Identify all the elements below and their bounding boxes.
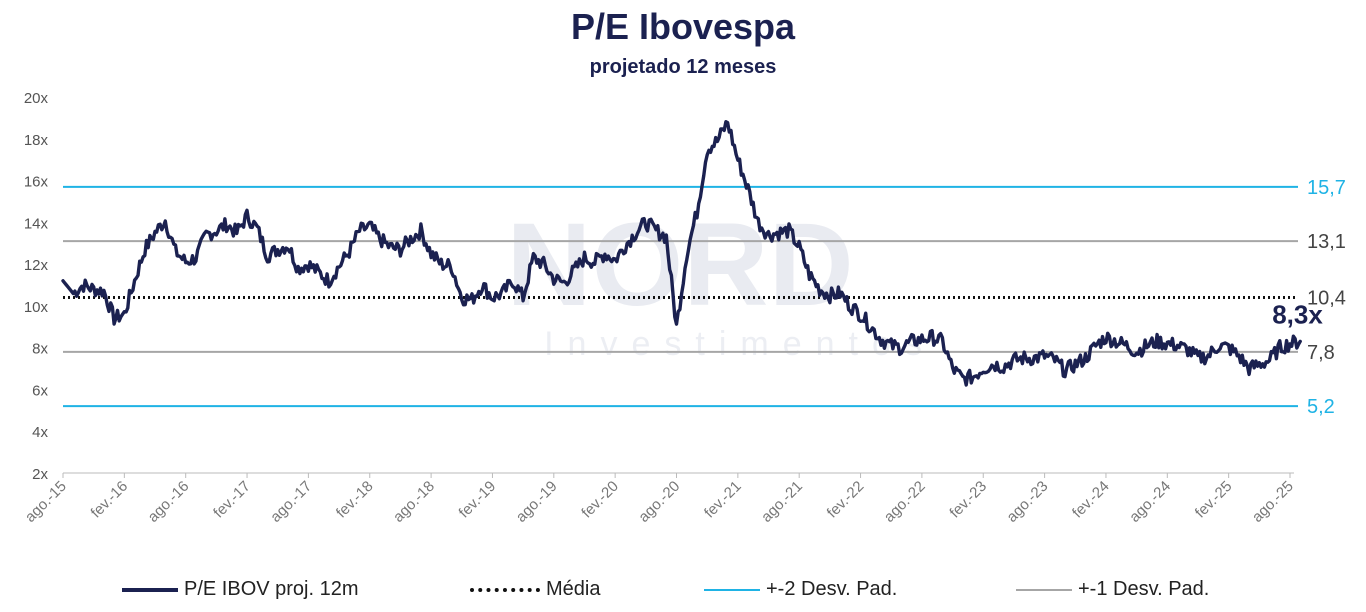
sd1-line-label: 13,1 — [1307, 231, 1346, 253]
sd2-line-label: 15,7 — [1307, 177, 1346, 199]
y-tick-label: 20x — [24, 90, 49, 107]
legend-item-sd2: +-2 Desv. Pad. — [704, 578, 897, 601]
x-tick-label: fev.-20 — [578, 478, 622, 522]
legend-swatch-media — [470, 587, 540, 592]
x-tick-label: fev.-22 — [824, 478, 868, 522]
y-tick-label: 18x — [24, 132, 49, 149]
y-tick-label: 16x — [24, 174, 49, 191]
x-tick-label: ago.-22 — [881, 478, 929, 526]
chart-legend: P/E IBOV proj. 12m Média +-2 Desv. Pad. … — [0, 578, 1366, 608]
x-tick-label: ago.-19 — [513, 478, 561, 526]
x-tick-label: ago.-15 — [22, 478, 70, 526]
x-tick-label: fev.-23 — [946, 478, 990, 522]
legend-label-sd1: +-1 Desv. Pad. — [1078, 578, 1210, 600]
pe-ibovespa-chart: NORDInvestimentos2x4x6x8x10x12x14x16x18x… — [22, 90, 1346, 526]
y-tick-label: 12x — [24, 257, 49, 274]
x-tick-label: ago.-23 — [1003, 478, 1051, 526]
x-tick-label: fev.-17 — [210, 478, 254, 522]
legend-swatch-pe-ibov — [122, 587, 178, 592]
x-tick-label: ago.-25 — [1249, 478, 1297, 526]
sd2-line-label: 5,2 — [1307, 396, 1335, 418]
x-tick-label: fev.-18 — [333, 478, 377, 522]
legend-swatch-sd2 — [704, 588, 760, 591]
chart-subtitle: projetado 12 meses — [589, 56, 777, 78]
x-tick-label: ago.-24 — [1126, 478, 1174, 526]
chart-title: P/E Ibovespa — [570, 6, 796, 47]
x-tick-label: fev.-19 — [456, 478, 500, 522]
x-tick-label: fev.-16 — [88, 478, 132, 522]
x-tick-label: ago.-18 — [390, 478, 438, 526]
legend-swatch-sd1 — [1016, 588, 1072, 591]
media-line-label: 10,4 — [1307, 288, 1346, 310]
y-tick-label: 2x — [32, 466, 48, 483]
legend-item-sd1: +-1 Desv. Pad. — [1016, 578, 1209, 601]
legend-label-sd2: +-2 Desv. Pad. — [766, 578, 898, 600]
legend-label-media: Média — [546, 578, 601, 600]
x-tick-label: fev.-25 — [1192, 478, 1236, 522]
y-tick-label: 14x — [24, 215, 49, 232]
y-tick-label: 4x — [32, 424, 48, 441]
legend-item-pe-ibov: P/E IBOV proj. 12m — [122, 578, 359, 601]
sd1-line-label: 7,8 — [1307, 342, 1335, 364]
x-tick-label: ago.-21 — [758, 478, 806, 526]
x-tick-label: ago.-20 — [635, 478, 683, 526]
x-tick-label: fev.-21 — [701, 478, 745, 522]
x-tick-label: fev.-24 — [1069, 478, 1113, 522]
legend-item-media: Média — [470, 578, 600, 601]
legend-label-pe-ibov: P/E IBOV proj. 12m — [184, 578, 359, 600]
y-tick-label: 8x — [32, 341, 48, 358]
pe-ibov-series-line — [61, 120, 1302, 387]
last-value-annotation: 8,3x — [1272, 299, 1323, 329]
y-tick-label: 10x — [24, 299, 49, 316]
x-tick-label: ago.-16 — [145, 478, 193, 526]
x-tick-label: ago.-17 — [267, 478, 315, 526]
y-tick-label: 6x — [32, 382, 48, 399]
watermark-tagline: Investimentos — [544, 325, 936, 363]
